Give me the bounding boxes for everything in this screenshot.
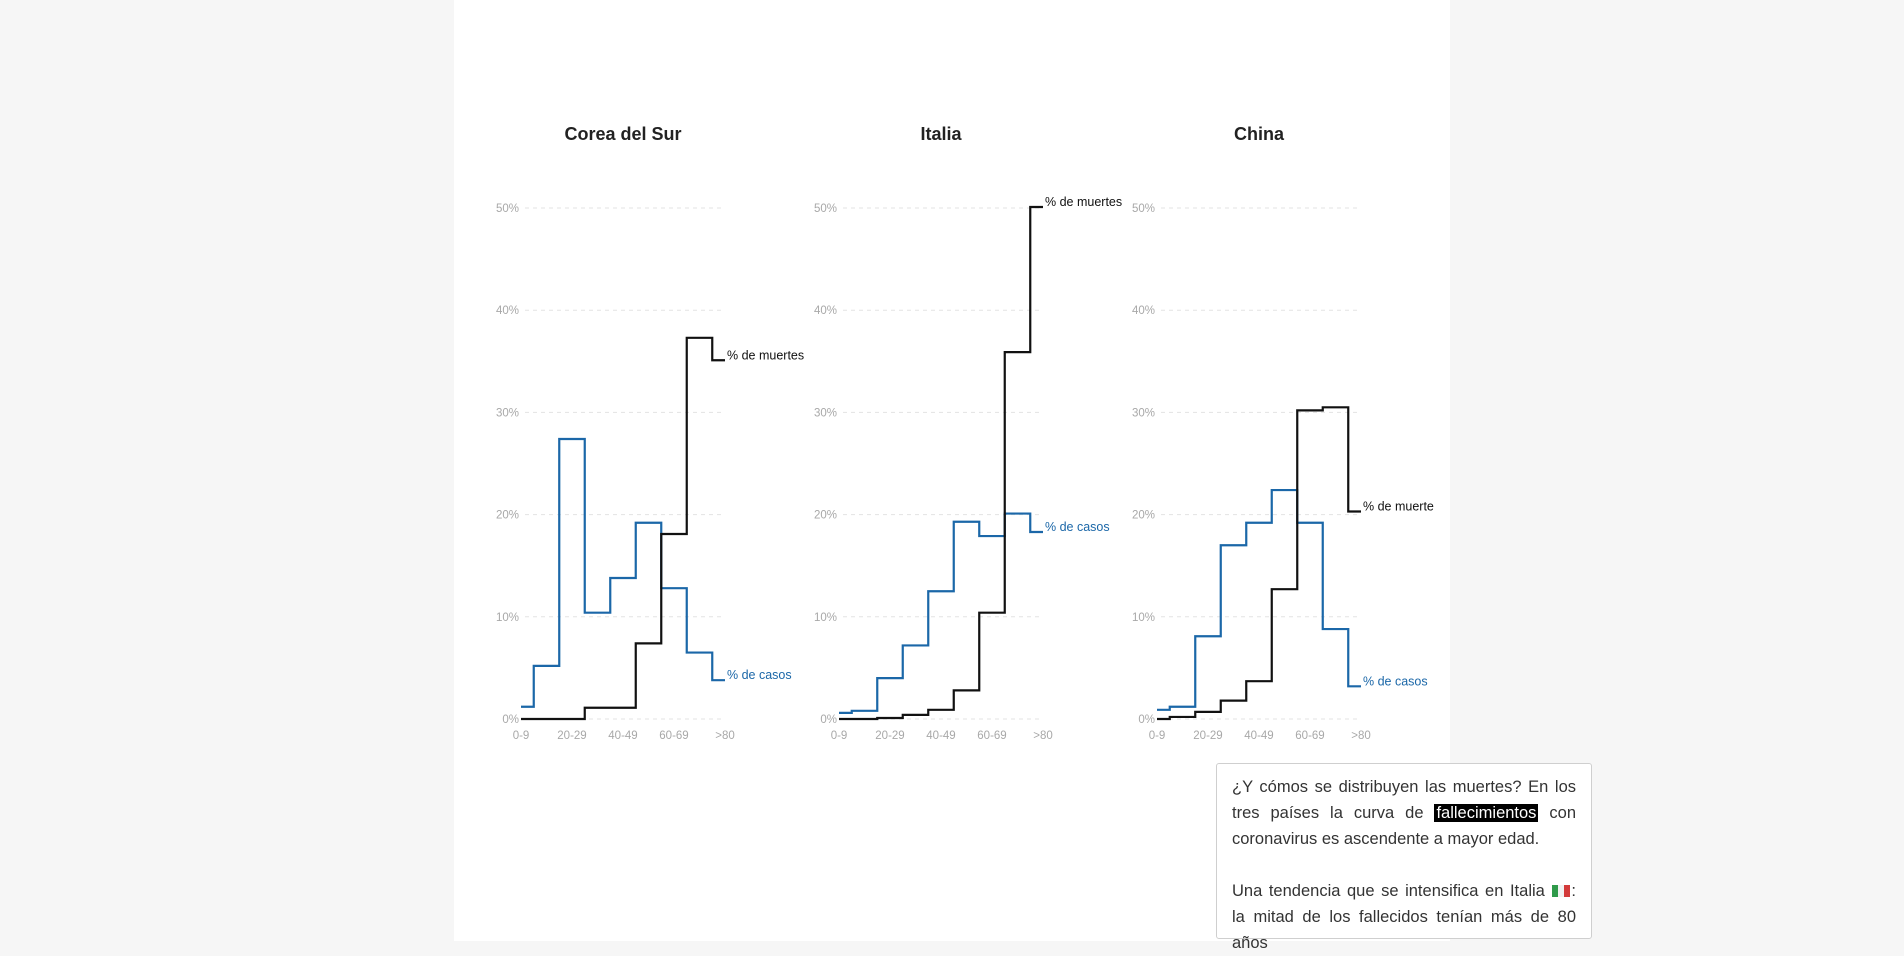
series-label-deaths-china: % de muerte: [1363, 500, 1434, 514]
series-line-deaths-italia: [839, 205, 1043, 721]
narrative-p1-start: ¿Y cómos se distribuyen las muertes? En …: [1232, 778, 1576, 822]
y-tick-label-china-5: 50%: [1132, 203, 1155, 215]
y-tick-label-italia-2: 20%: [814, 510, 837, 522]
page-container: Corea del Sur Italia China 0% 10% 20% 30% 40…: [454, 0, 1592, 952]
series-line-deaths-corea: [521, 336, 725, 721]
series-label-cases-china: % de casos: [1363, 674, 1428, 688]
chart-title-china: China: [1233, 124, 1284, 144]
x-tick-label-italia-3: 60-69: [977, 730, 1006, 742]
y-tick-label-corea-0: 0%: [502, 714, 519, 726]
x-tick-label-china-1: 20-29: [1193, 730, 1222, 742]
narrative-text-box: ¿Y cómos se distribuyen las muertes? En …: [1216, 763, 1592, 952]
y-tick-label-corea-5: 50%: [496, 203, 519, 215]
x-tick-label-corea-0: 0-9: [513, 730, 530, 742]
narrative-paragraph-2: Una tendencia que se intensifica en Ital…: [1232, 878, 1576, 956]
y-tick-label-corea-1: 10%: [496, 612, 519, 624]
y-tick-label-italia-1: 10%: [814, 612, 837, 624]
chart-title-corea: Corea del Sur: [564, 124, 682, 144]
small-multiples-chart: 0% 10% 20% 30% 40% 50% 0-9 20-29 40-49 60-69 >80 % …: [496, 195, 1434, 742]
series-label-cases-italia: % de casos: [1045, 520, 1110, 534]
y-tick-label-china-2: 20%: [1132, 510, 1155, 522]
y-tick-label-china-0: 0%: [1138, 714, 1155, 726]
y-tick-label-corea-3: 30%: [496, 407, 519, 419]
x-tick-label-corea-3: 60-69: [659, 730, 688, 742]
x-tick-label-china-3: 60-69: [1295, 730, 1324, 742]
y-tick-label-china-3: 30%: [1132, 407, 1155, 419]
narrative-paragraph-1: ¿Y cómos se distribuyen las muertes? En …: [1232, 774, 1576, 852]
series-line-deaths-china: [1157, 406, 1361, 721]
x-tick-label-italia-4: >80: [1033, 730, 1053, 742]
x-tick-label-china-4: >80: [1351, 730, 1371, 742]
y-tick-label-italia-5: 50%: [814, 203, 837, 215]
series-label-cases-corea: % de casos: [727, 668, 792, 682]
italy-flag-icon: [1552, 879, 1571, 897]
y-tick-label-china-1: 10%: [1132, 612, 1155, 624]
series-line-cases-italia: [839, 512, 1043, 714]
x-tick-label-china-2: 40-49: [1244, 730, 1273, 742]
series-label-deaths-corea: % de muertes: [727, 348, 804, 362]
highlight-fallecimientos: fallecimientos: [1434, 804, 1539, 822]
series-line-cases-china: [1157, 488, 1361, 711]
x-tick-label-italia-2: 40-49: [926, 730, 955, 742]
x-tick-label-corea-1: 20-29: [557, 730, 586, 742]
chart-title-italia: Italia: [920, 124, 962, 144]
x-tick-label-corea-2: 40-49: [608, 730, 637, 742]
y-tick-label-china-4: 40%: [1132, 305, 1155, 317]
y-tick-label-italia-0: 0%: [820, 714, 837, 726]
series-label-deaths-italia: % de muertes: [1045, 195, 1122, 209]
x-tick-label-china-0: 0-9: [1149, 730, 1166, 742]
y-tick-label-italia-4: 40%: [814, 305, 837, 317]
x-tick-label-corea-4: >80: [715, 730, 735, 742]
x-tick-label-italia-0: 0-9: [831, 730, 848, 742]
y-tick-label-corea-2: 20%: [496, 510, 519, 522]
y-tick-label-italia-3: 30%: [814, 407, 837, 419]
narrative-p2-start: Una tendencia que se intensifica en Ital…: [1232, 882, 1552, 900]
series-line-cases-corea: [521, 437, 725, 708]
y-tick-label-corea-4: 40%: [496, 305, 519, 317]
x-tick-label-italia-1: 20-29: [875, 730, 904, 742]
narrative-p1-end: con coronavirus es ascendente a mayor ed…: [1232, 804, 1576, 848]
